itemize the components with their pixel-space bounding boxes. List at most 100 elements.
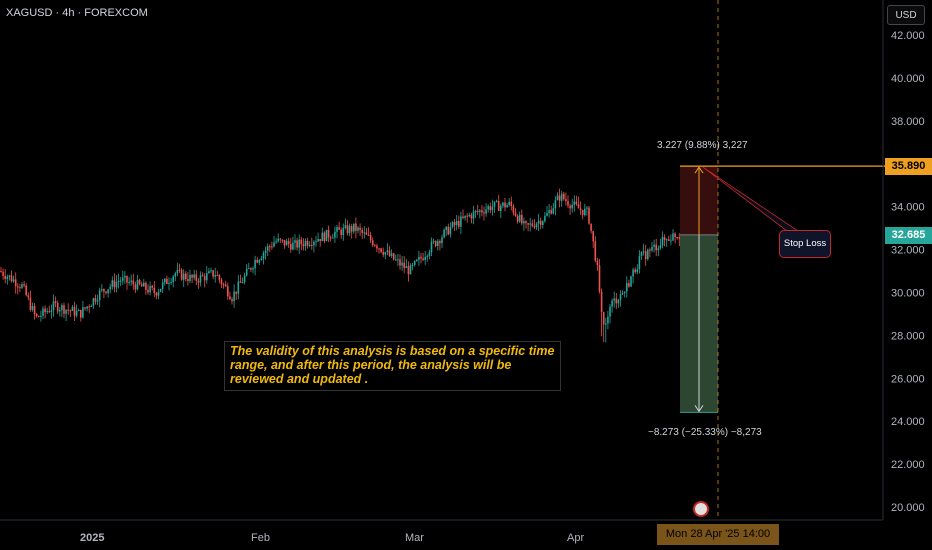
candle-body (453, 222, 456, 226)
candle-body (487, 206, 489, 210)
candle-body (199, 275, 202, 283)
candle-body (497, 200, 500, 211)
candle-body (113, 280, 116, 288)
candle-body (464, 215, 466, 218)
candle-body (329, 237, 332, 239)
symbol-title[interactable]: XAGUSD · 4h · FOREXCOM (6, 7, 148, 19)
candle-body (382, 252, 384, 255)
candle-body (25, 285, 27, 296)
candle-body (48, 311, 51, 313)
price-tick-label: 30.000 (891, 288, 925, 300)
candle-body (233, 291, 235, 302)
candle-body (611, 300, 613, 307)
candle-body (460, 216, 462, 227)
candle-body (14, 279, 17, 287)
candle-body (533, 225, 536, 228)
candle-body (277, 238, 279, 242)
candle-body (287, 241, 290, 244)
candle-body (6, 276, 9, 279)
candle-body (27, 295, 30, 298)
candle-body (676, 237, 678, 239)
candle-body (321, 232, 324, 242)
analysis-note[interactable]: The validity of this analysis is based o… (224, 341, 561, 391)
candle-body (455, 221, 458, 226)
candle-body (678, 237, 681, 239)
candle-body (659, 245, 662, 249)
candle-body (237, 281, 240, 294)
candle-body (308, 244, 311, 246)
candle-body (239, 281, 242, 283)
candle-body (256, 259, 258, 263)
candle-body (21, 284, 23, 288)
candle-body (518, 214, 521, 222)
candle-body (644, 251, 647, 260)
price-tick-label: 42.000 (891, 30, 925, 42)
candle-body (613, 298, 615, 301)
candle-body (224, 284, 227, 287)
candle-body (332, 237, 334, 239)
candle-body (380, 248, 382, 253)
candle-body (521, 214, 523, 224)
candle-body (416, 259, 418, 262)
candle-body (476, 210, 479, 212)
candle-body (529, 223, 531, 225)
candle-body (128, 281, 130, 283)
candle-body (493, 201, 496, 207)
candle-body (159, 288, 162, 292)
candle-body (405, 266, 408, 269)
alert-icon[interactable] (693, 501, 709, 517)
candle-body (40, 315, 42, 317)
candle-body (191, 274, 193, 278)
candle-body (668, 239, 670, 241)
candle-body (409, 265, 412, 275)
candle-body (384, 252, 387, 255)
candle-body (586, 207, 588, 209)
candle-body (556, 195, 559, 201)
price-tick-label: 26.000 (891, 373, 925, 385)
price-tick-label: 28.000 (891, 330, 925, 342)
candle-body (300, 239, 303, 245)
candle-body (451, 222, 454, 228)
candle-body (248, 268, 250, 270)
candle-body (172, 276, 174, 283)
candle-body (252, 268, 254, 270)
candle-body (313, 241, 315, 246)
currency-selector[interactable]: USD (887, 5, 925, 25)
candle-body (185, 273, 187, 280)
candle-body (334, 231, 336, 238)
candle-body (502, 202, 504, 206)
candle-body (23, 284, 25, 286)
candle-body (634, 269, 636, 273)
candle-body (350, 226, 353, 232)
candle-body (176, 269, 179, 274)
candle-body (105, 291, 107, 294)
candle-body (596, 260, 599, 266)
candle-body (472, 211, 475, 219)
candle-body (542, 221, 544, 226)
candle-body (151, 286, 153, 288)
candle-body (674, 233, 676, 238)
candle-body (594, 241, 597, 261)
candle-body (193, 274, 195, 278)
candle-body (420, 256, 422, 259)
candle-body (218, 275, 221, 280)
candle-body (571, 204, 573, 209)
candle-body (550, 210, 552, 214)
up-arrow-head (694, 166, 704, 174)
candle-body (600, 291, 603, 312)
candle-body (260, 258, 263, 260)
candle-body (512, 206, 515, 213)
candle-body (115, 281, 118, 288)
candle-body (258, 259, 261, 263)
candle-body (365, 232, 368, 235)
candle-body (441, 237, 443, 244)
candle-body (201, 275, 204, 277)
candle-body (143, 282, 145, 287)
candle-body (369, 235, 372, 241)
candle-body (653, 244, 655, 247)
candle-body (195, 274, 198, 281)
price-tick-label: 22.000 (891, 459, 925, 471)
stop-loss-callout[interactable]: Stop Loss (779, 230, 831, 258)
